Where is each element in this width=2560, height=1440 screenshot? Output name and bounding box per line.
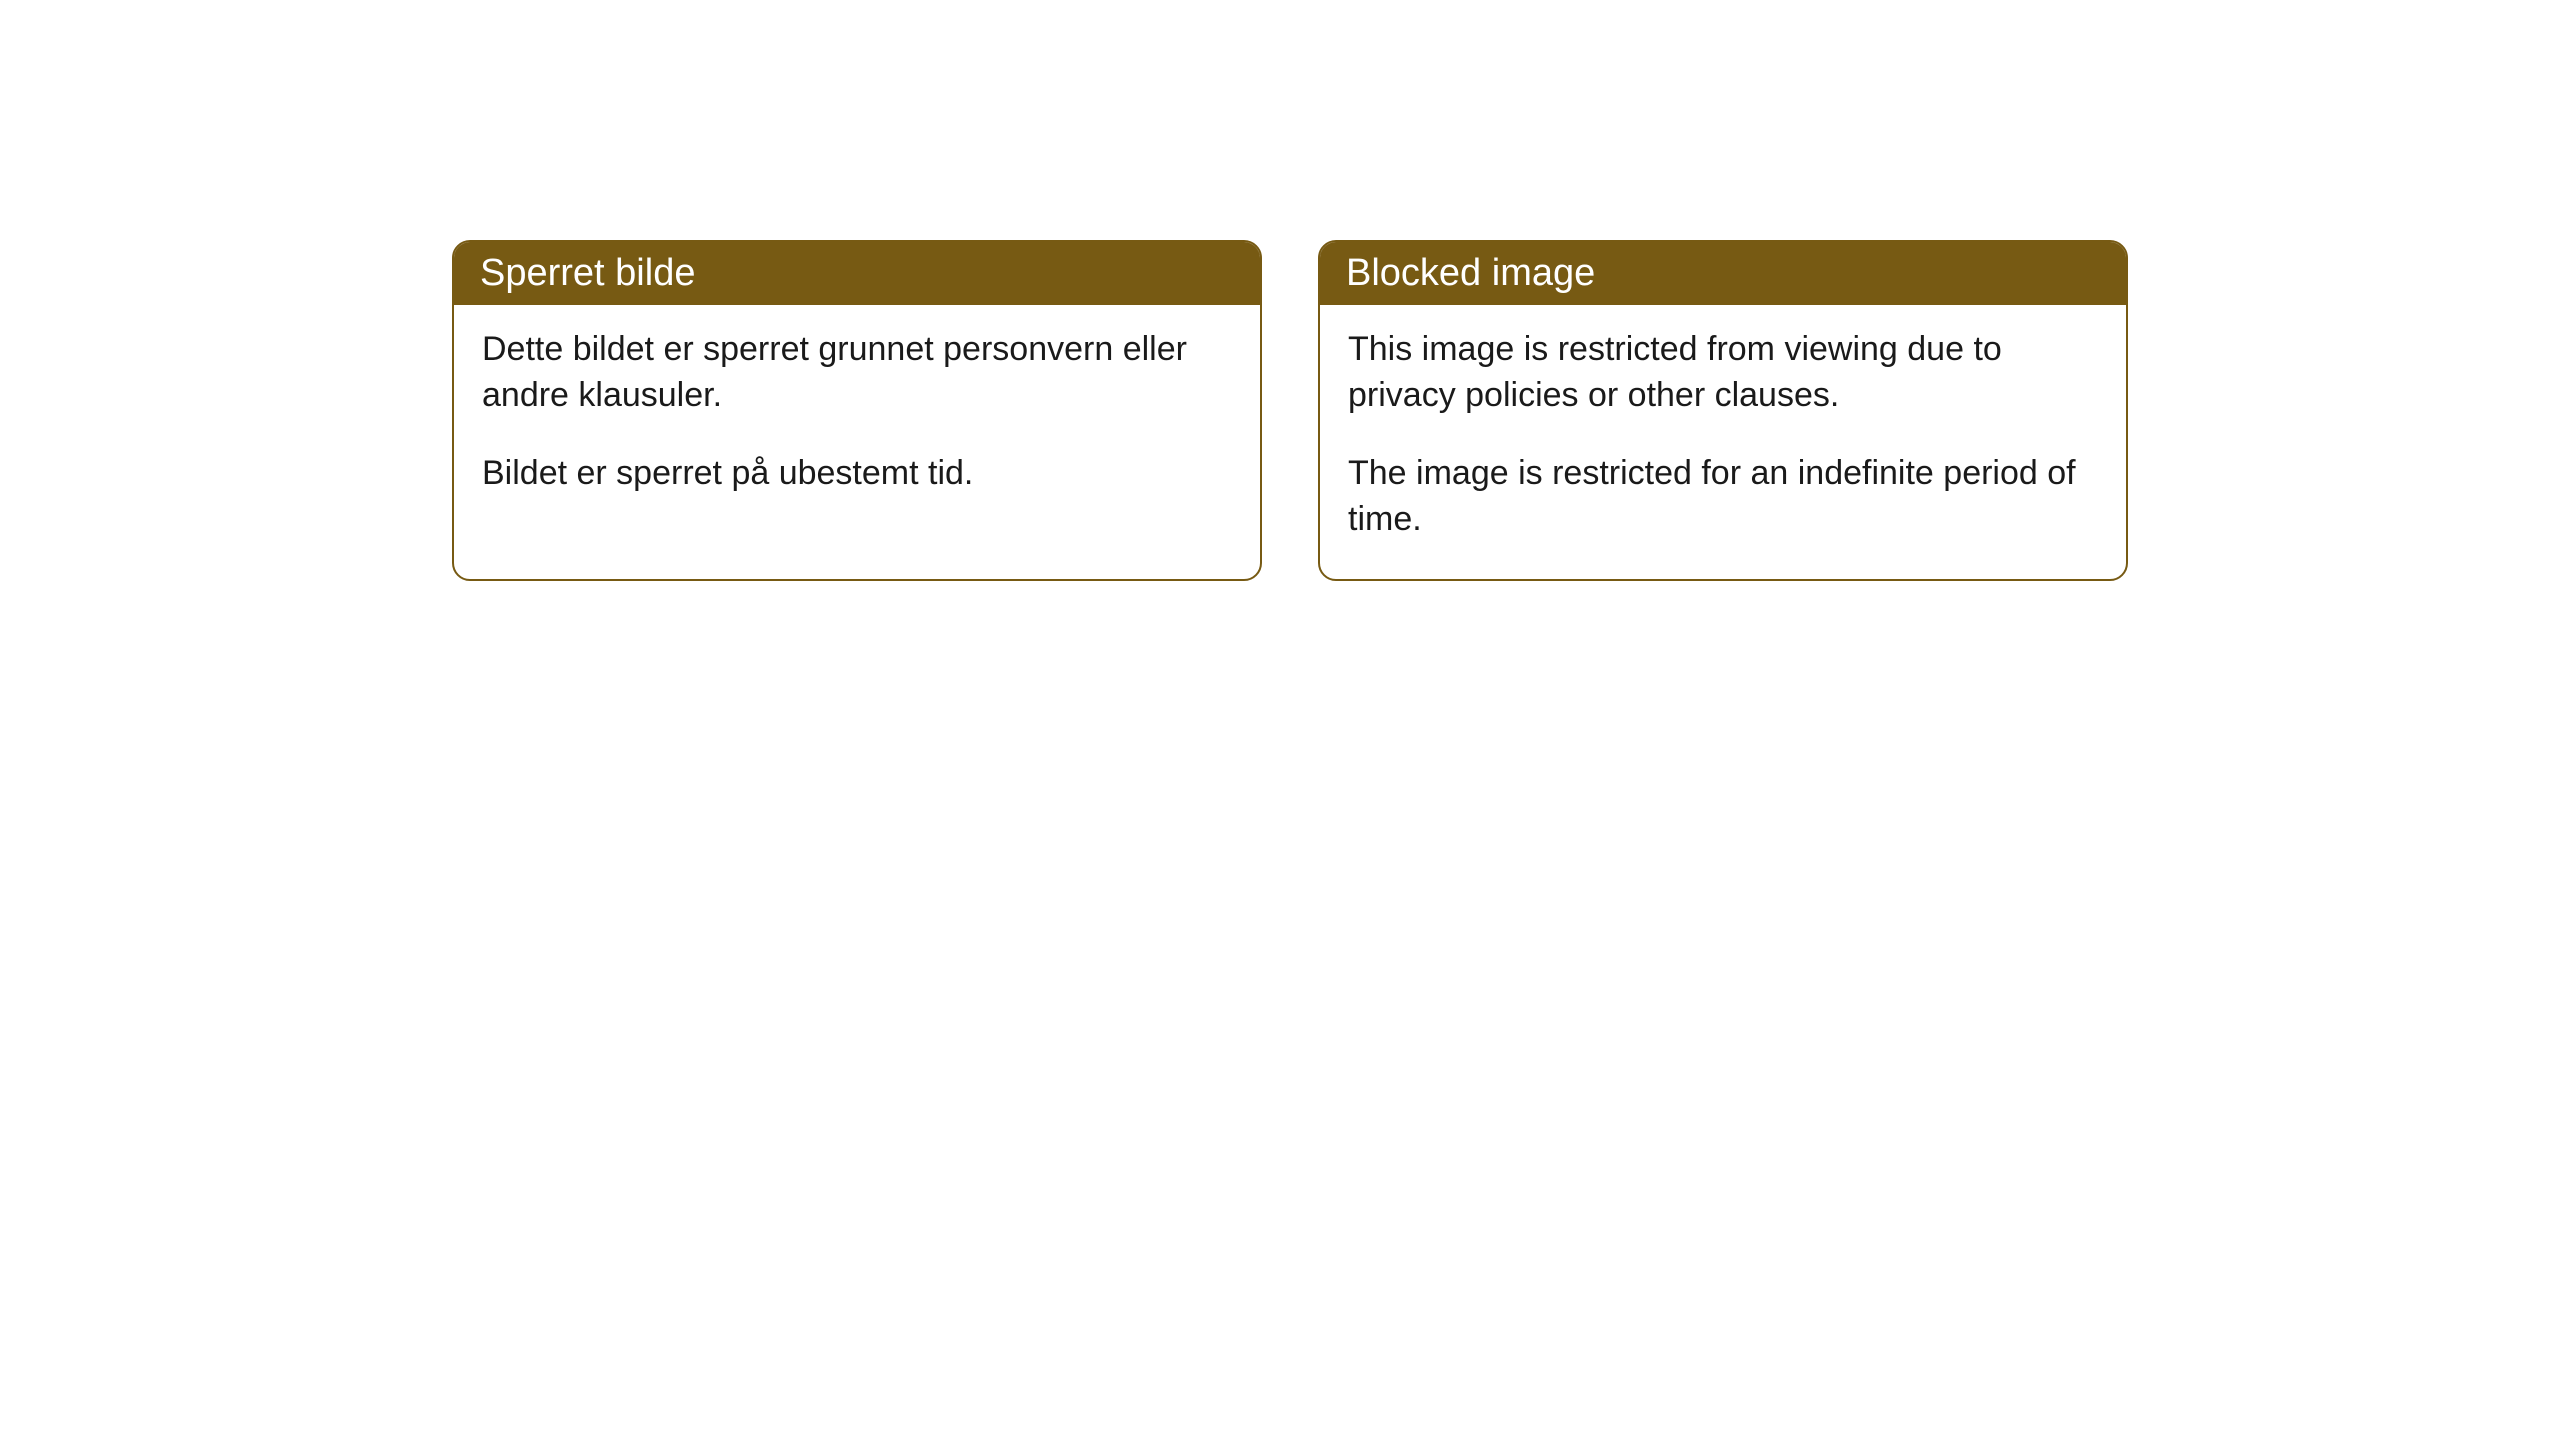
card-paragraph: This image is restricted from viewing du… xyxy=(1348,327,2098,419)
card-paragraph: Bildet er sperret på ubestemt tid. xyxy=(482,451,1232,497)
card-header-norwegian: Sperret bilde xyxy=(454,242,1260,305)
card-body-english: This image is restricted from viewing du… xyxy=(1320,305,2126,579)
notice-cards-container: Sperret bilde Dette bildet er sperret gr… xyxy=(452,240,2128,581)
card-title: Blocked image xyxy=(1346,252,1595,294)
blocked-image-card-norwegian: Sperret bilde Dette bildet er sperret gr… xyxy=(452,240,1262,581)
card-paragraph: The image is restricted for an indefinit… xyxy=(1348,451,2098,543)
blocked-image-card-english: Blocked image This image is restricted f… xyxy=(1318,240,2128,581)
card-paragraph: Dette bildet er sperret grunnet personve… xyxy=(482,327,1232,419)
card-header-english: Blocked image xyxy=(1320,242,2126,305)
card-body-norwegian: Dette bildet er sperret grunnet personve… xyxy=(454,305,1260,533)
card-title: Sperret bilde xyxy=(480,252,695,294)
